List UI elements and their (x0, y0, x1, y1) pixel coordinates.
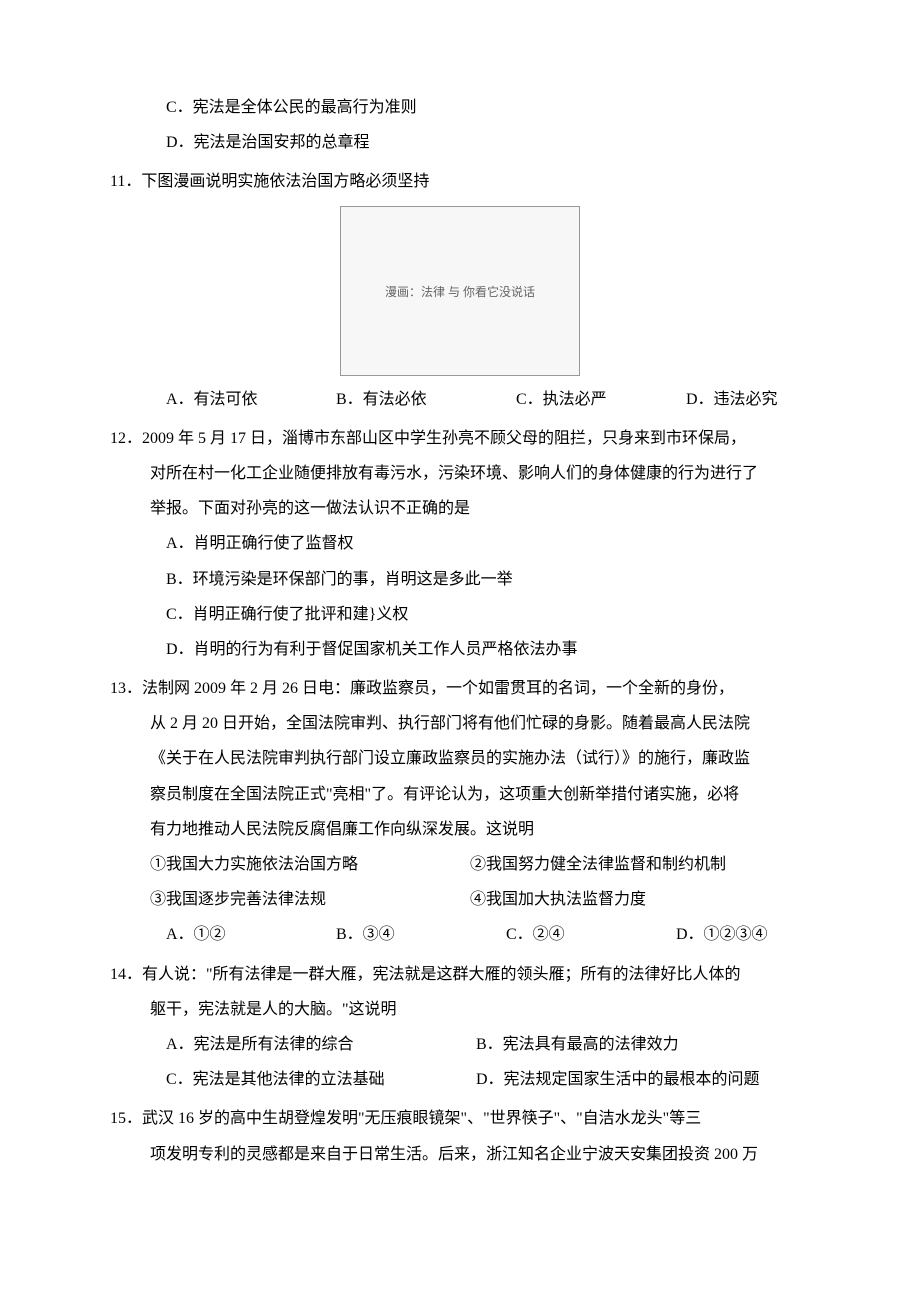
q14-choice-a: A．宪法是所有法律的综合 (166, 1027, 476, 1062)
cartoon-image: 漫画：法律 与 你看它没说话 (340, 206, 580, 376)
q14-choices-row1: A．宪法是所有法律的综合 B．宪法具有最高的法律效力 (110, 1027, 810, 1062)
q12-choice-d: D．肖明的行为有利于督促国家机关工作人员严格依法办事 (110, 632, 810, 667)
q13-stem-l5: 有力地推动人民法院反腐倡廉工作向纵深发展。这说明 (110, 812, 810, 847)
question-14: 14．有人说："所有法律是一群大雁，宪法就是这群大雁的领头雁；所有的法律好比人体… (110, 957, 810, 1098)
q14-choice-d: D．宪法规定国家生活中的最根本的问题 (476, 1062, 760, 1097)
q13-statements-row1: ①我国大力实施依法治国方略 ②我国努力健全法律监督和制约机制 (110, 847, 810, 882)
q11-number: 11． (110, 173, 141, 190)
q12-stem-l1: 2009 年 5 月 17 日，淄博市东部山区中学生孙亮不顾父母的阻拦，只身来到… (142, 430, 746, 447)
q11-choices: A．有法可依 B．有法必依 C．执法必严 D．违法必究 (110, 382, 810, 417)
q13-choice-b: B．③④ (336, 917, 506, 952)
prev-choice-c: C．宪法是全体公民的最高行为准则 (110, 90, 810, 125)
prev-choice-d: D．宪法是治国安邦的总章程 (110, 125, 810, 160)
q13-stmt-2: ②我国努力健全法律监督和制约机制 (470, 847, 726, 882)
q13-choices: A．①② B．③④ C．②④ D．①②③④ (110, 917, 810, 952)
q12-choice-a: A．肖明正确行使了监督权 (110, 526, 810, 561)
q13-stem-l4: 察员制度在全国法院正式"亮相"了。有评论认为，这项重大创新举措付诸实施，必将 (110, 777, 810, 812)
q13-stmt-4: ④我国加大执法监督力度 (470, 882, 646, 917)
q13-choice-d: D．①②③④ (676, 917, 768, 952)
q15-stem-l1: 武汉 16 岁的高中生胡登煌发明"无压痕眼镜架"、"世界筷子"、"自洁水龙头"等… (142, 1110, 701, 1127)
q13-stmt-3: ③我国逐步完善法律法规 (150, 882, 470, 917)
q15-number: 15． (110, 1110, 142, 1127)
question-11: 11．下图漫画说明实施依法治国方略必须坚持 漫画：法律 与 你看它没说话 A．有… (110, 164, 810, 416)
q13-number: 13． (110, 680, 142, 697)
q11-choice-a: A．有法可依 (166, 382, 336, 417)
q13-stem-l3: 《关于在人民法院审判执行部门设立廉政监察员的实施办法（试行）》的施行，廉政监 (110, 741, 810, 776)
q13-statements-row2: ③我国逐步完善法律法规 ④我国加大执法监督力度 (110, 882, 810, 917)
q14-choices-row2: C．宪法是其他法律的立法基础 D．宪法规定国家生活中的最根本的问题 (110, 1062, 810, 1097)
q12-stem-l2: 对所在村一化工企业随便排放有毒污水，污染环境、影响人们的身体健康的行为进行了 (110, 456, 810, 491)
q11-stem: 下图漫画说明实施依法治国方略必须坚持 (141, 173, 429, 190)
q13-stem-l1: 法制网 2009 年 2 月 26 日电：廉政监察员，一个如雷贯耳的名词，一个全… (142, 680, 734, 697)
q14-stem-l2: 躯干，宪法就是人的大脑。"这说明 (110, 992, 810, 1027)
q12-choice-c: C．肖明正确行使了批评和建}义权 (110, 597, 810, 632)
q13-choice-a: A．①② (166, 917, 336, 952)
q14-choice-b: B．宪法具有最高的法律效力 (476, 1027, 679, 1062)
question-15: 15．武汉 16 岁的高中生胡登煌发明"无压痕眼镜架"、"世界筷子"、"自洁水龙… (110, 1101, 810, 1171)
q14-choice-c: C．宪法是其他法律的立法基础 (166, 1062, 476, 1097)
q12-stem-l3: 举报。下面对孙亮的这一做法认识不正确的是 (110, 491, 810, 526)
q11-choice-b: B．有法必依 (336, 382, 516, 417)
question-12: 12．2009 年 5 月 17 日，淄博市东部山区中学生孙亮不顾父母的阻拦，只… (110, 421, 810, 667)
q14-stem-l1: 有人说："所有法律是一群大雁，宪法就是这群大雁的领头雁；所有的法律好比人体的 (142, 966, 741, 983)
question-13: 13．法制网 2009 年 2 月 26 日电：廉政监察员，一个如雷贯耳的名词，… (110, 671, 810, 953)
q13-stmt-1: ①我国大力实施依法治国方略 (150, 847, 470, 882)
q12-choice-b: B．环境污染是环保部门的事，肖明这是多此一举 (110, 562, 810, 597)
q15-stem-l2: 项发明专利的灵感都是来自于日常生活。后来，浙江知名企业宁波天安集团投资 200 … (110, 1137, 810, 1172)
q11-choice-d: D．违法必究 (686, 382, 778, 417)
q13-choice-c: C．②④ (506, 917, 676, 952)
q14-number: 14． (110, 966, 142, 983)
q13-stem-l2: 从 2 月 20 日开始，全国法院审判、执行部门将有他们忙碌的身影。随着最高人民… (110, 706, 810, 741)
q11-choice-c: C．执法必严 (516, 382, 686, 417)
q11-image-wrap: 漫画：法律 与 你看它没说话 (110, 206, 810, 376)
q12-number: 12． (110, 430, 142, 447)
